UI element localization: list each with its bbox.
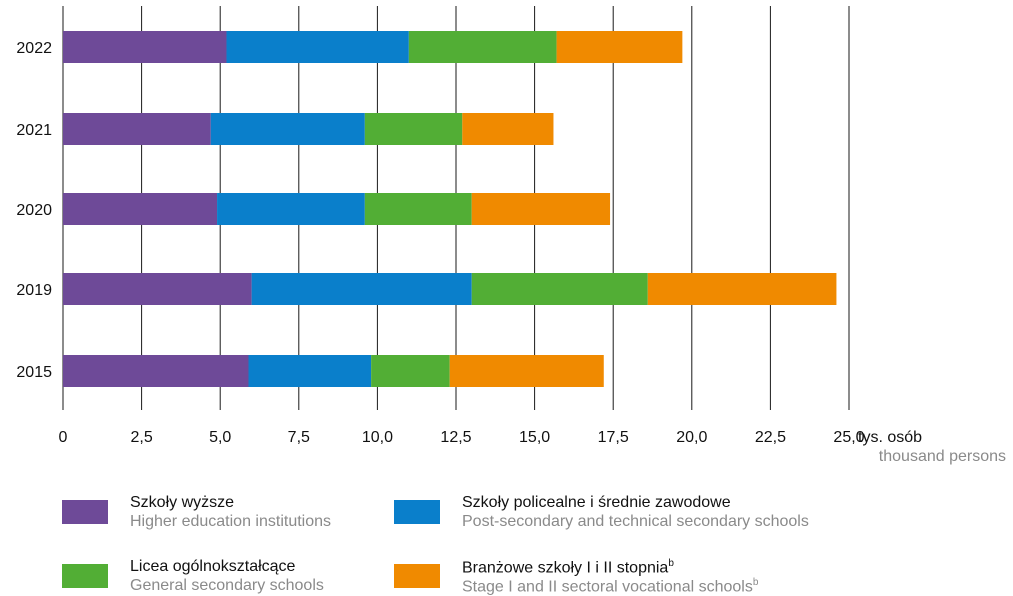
bar-segment: [647, 273, 837, 305]
legend-label-en: Higher education institutions: [130, 513, 332, 530]
category-label: 2019: [16, 282, 52, 299]
bar-segment: [449, 355, 604, 387]
bar-segment: [408, 31, 557, 63]
legend-swatch: [62, 564, 108, 588]
bar-segment: [364, 113, 463, 145]
category-label: 2020: [16, 202, 52, 219]
bar-segment: [556, 31, 683, 63]
bar-segment: [63, 31, 227, 63]
stacked-bar-chart: 2022 2021 2020 2019 2015 0 2,5 5,0 7,5 10,0 12,5 1…: [16, 6, 1006, 465]
bar-segment: [63, 273, 252, 305]
x-tick-label: 17,5: [598, 429, 629, 446]
legend-label-en: Post-secondary and technical secondary s…: [462, 513, 809, 530]
bar-segment: [217, 193, 365, 225]
x-tick-label: 20,0: [676, 429, 707, 446]
x-tick-label: 15,0: [519, 429, 550, 446]
legend-label: Licea ogólnokształcące: [130, 558, 296, 575]
x-tick-label: 25,0: [833, 429, 864, 446]
x-tick-label: 0: [59, 429, 68, 446]
bar-segment: [63, 193, 218, 225]
legend-label: Szkoły policealne i średnie zawodowe: [462, 494, 731, 511]
legend-label: Szkoły wyższe: [130, 494, 235, 511]
category-label: 2021: [16, 122, 52, 139]
category-label: 2022: [16, 40, 52, 57]
x-unit-label: tys. osób: [858, 429, 922, 446]
legend-label-en: Stage I and II sectoral vocational schoo…: [462, 577, 759, 596]
legend-swatch: [394, 564, 440, 588]
x-tick-labels: 0 2,5 5,0 7,5 10,0 12,5 15,0 17,5 20,0 22,5 25,0: [59, 429, 865, 446]
bar-segment: [63, 355, 249, 387]
x-tick-label: 2,5: [130, 429, 152, 446]
x-tick-label: 12,5: [440, 429, 471, 446]
category-label: 2015: [16, 364, 52, 381]
bars: [63, 31, 837, 387]
bar-segment: [248, 355, 372, 387]
category-labels: 2022 2021 2020 2019 2015: [16, 40, 52, 381]
x-tick-label: 7,5: [288, 429, 310, 446]
bar-segment: [462, 113, 554, 145]
bar-segment: [471, 273, 648, 305]
x-unit-label-en: thousand persons: [879, 448, 1006, 465]
x-tick-label: 22,5: [755, 429, 786, 446]
legend-swatch: [62, 500, 108, 524]
bar-segment: [364, 193, 472, 225]
legend-label-en: General secondary schools: [130, 577, 324, 594]
legend-label: Branżowe szkoły I i II stopniab: [462, 558, 674, 577]
bar-segment: [210, 113, 365, 145]
bar-segment: [226, 31, 409, 63]
x-tick-label: 10,0: [362, 429, 393, 446]
legend-swatch: [394, 500, 440, 524]
bar-segment: [371, 355, 450, 387]
bar-segment: [251, 273, 472, 305]
bar-segment: [471, 193, 611, 225]
bar-segment: [63, 113, 211, 145]
x-tick-label: 5,0: [209, 429, 231, 446]
